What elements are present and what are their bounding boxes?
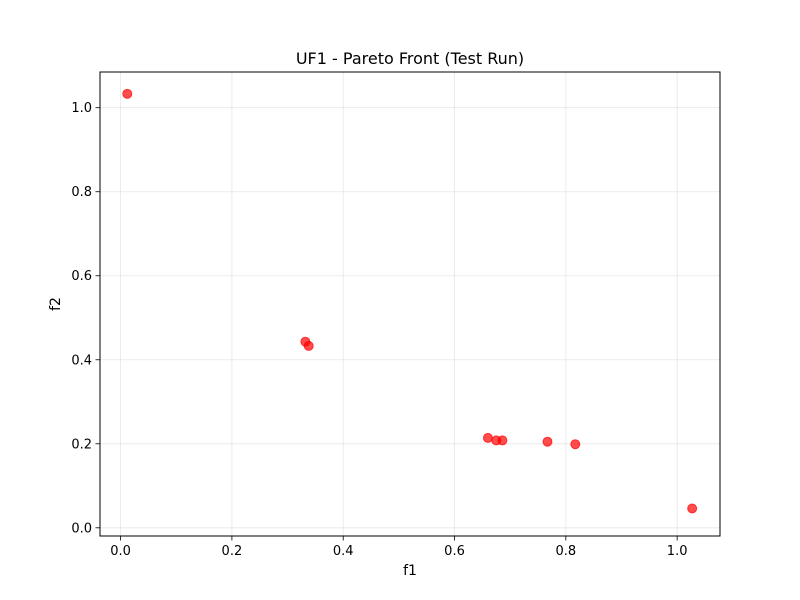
grid	[100, 72, 720, 536]
data-point	[303, 340, 314, 351]
plot-area-frame	[99, 71, 721, 537]
y-tick-label: 1.0	[71, 101, 92, 116]
x-tick-label: 0.8	[555, 544, 576, 559]
data-point	[687, 503, 698, 514]
y-tick-label: 0.4	[71, 353, 92, 368]
x-tick-label: 0.0	[110, 544, 131, 559]
data-point	[542, 436, 553, 447]
y-axis-label: f2	[48, 297, 64, 311]
y-axis-ticks: 0.0 0.2 0.4 0.6 0.8 1.0	[71, 101, 100, 536]
data-point	[482, 432, 493, 443]
data-point	[497, 435, 508, 446]
x-axis-label: f1	[403, 563, 417, 579]
y-tick-label: 0.0	[71, 521, 92, 536]
x-tick-label: 1.0	[667, 544, 688, 559]
x-tick-label: 0.4	[333, 544, 354, 559]
x-axis-ticks: 0.0 0.2 0.4 0.6 0.8 1.0	[110, 536, 687, 559]
x-tick-label: 0.6	[444, 544, 465, 559]
y-tick-label: 0.8	[71, 185, 92, 200]
y-tick-label: 0.2	[71, 437, 92, 452]
data-points	[122, 88, 698, 514]
chart-title: UF1 - Pareto Front (Test Run)	[296, 49, 524, 68]
data-point	[122, 88, 133, 99]
y-tick-label: 0.6	[71, 269, 92, 284]
data-point	[570, 439, 581, 450]
x-tick-label: 0.2	[222, 544, 243, 559]
